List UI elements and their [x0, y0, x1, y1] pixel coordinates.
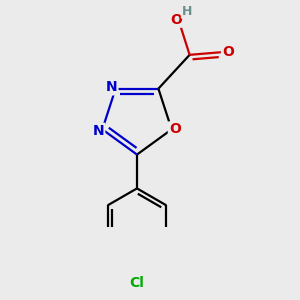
Text: O: O	[170, 13, 182, 27]
Text: O: O	[222, 45, 234, 59]
Text: N: N	[93, 124, 104, 138]
Text: Cl: Cl	[130, 276, 144, 289]
Text: O: O	[169, 122, 181, 136]
Text: N: N	[106, 80, 118, 94]
Text: H: H	[182, 4, 192, 18]
